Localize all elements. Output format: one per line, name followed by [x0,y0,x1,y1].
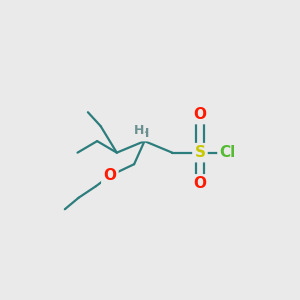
Text: H: H [134,124,144,137]
Text: O: O [103,168,116,183]
Text: Cl: Cl [220,145,236,160]
Text: O: O [194,176,206,191]
Text: H: H [139,127,150,140]
Text: S: S [194,145,206,160]
Text: O: O [194,107,206,122]
